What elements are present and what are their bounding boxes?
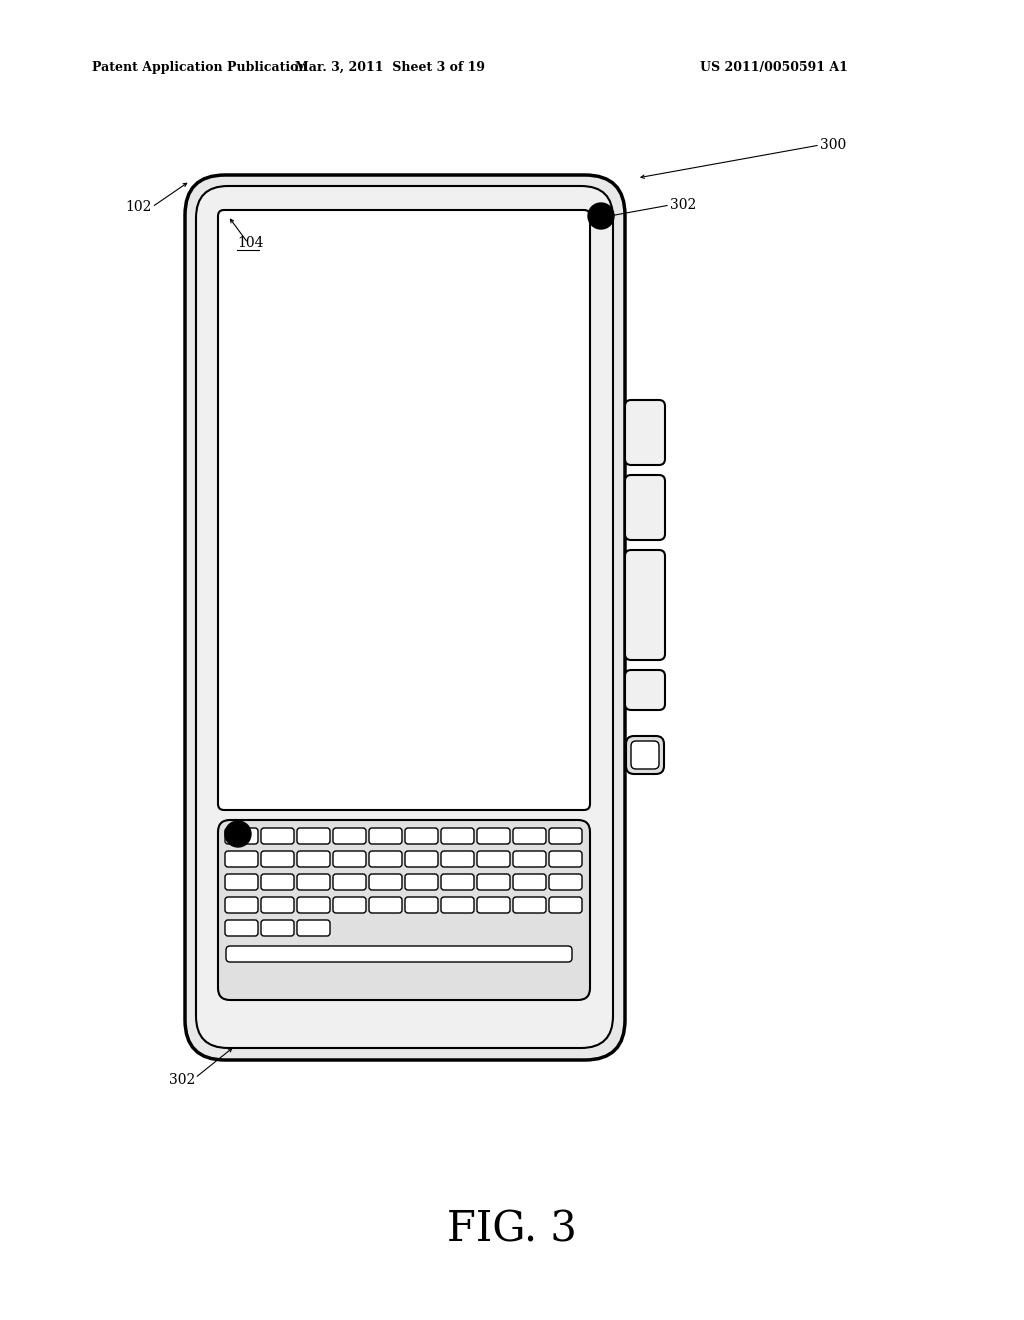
FancyBboxPatch shape xyxy=(333,851,366,867)
FancyBboxPatch shape xyxy=(297,898,330,913)
FancyBboxPatch shape xyxy=(513,898,546,913)
FancyBboxPatch shape xyxy=(333,874,366,890)
FancyBboxPatch shape xyxy=(549,874,582,890)
FancyBboxPatch shape xyxy=(196,186,613,1048)
FancyBboxPatch shape xyxy=(549,851,582,867)
FancyBboxPatch shape xyxy=(477,874,510,890)
FancyBboxPatch shape xyxy=(406,898,438,913)
FancyBboxPatch shape xyxy=(625,671,665,710)
Text: 300: 300 xyxy=(820,139,846,152)
FancyBboxPatch shape xyxy=(225,920,258,936)
FancyBboxPatch shape xyxy=(369,898,402,913)
Circle shape xyxy=(588,203,614,228)
FancyBboxPatch shape xyxy=(225,828,258,843)
FancyBboxPatch shape xyxy=(477,851,510,867)
FancyBboxPatch shape xyxy=(631,741,659,770)
FancyBboxPatch shape xyxy=(261,874,294,890)
FancyBboxPatch shape xyxy=(441,874,474,890)
FancyBboxPatch shape xyxy=(261,898,294,913)
FancyBboxPatch shape xyxy=(297,851,330,867)
Circle shape xyxy=(225,821,251,847)
FancyBboxPatch shape xyxy=(513,874,546,890)
Text: 104: 104 xyxy=(237,236,263,249)
FancyBboxPatch shape xyxy=(625,400,665,465)
FancyBboxPatch shape xyxy=(297,828,330,843)
FancyBboxPatch shape xyxy=(477,828,510,843)
Text: 302: 302 xyxy=(670,198,696,213)
FancyBboxPatch shape xyxy=(549,898,582,913)
FancyBboxPatch shape xyxy=(441,898,474,913)
FancyBboxPatch shape xyxy=(226,946,572,962)
FancyBboxPatch shape xyxy=(406,828,438,843)
FancyBboxPatch shape xyxy=(513,851,546,867)
Text: US 2011/0050591 A1: US 2011/0050591 A1 xyxy=(700,61,848,74)
FancyBboxPatch shape xyxy=(406,874,438,890)
FancyBboxPatch shape xyxy=(225,898,258,913)
FancyBboxPatch shape xyxy=(225,874,258,890)
FancyBboxPatch shape xyxy=(261,851,294,867)
FancyBboxPatch shape xyxy=(218,210,590,810)
FancyBboxPatch shape xyxy=(477,898,510,913)
FancyBboxPatch shape xyxy=(369,851,402,867)
FancyBboxPatch shape xyxy=(297,874,330,890)
FancyBboxPatch shape xyxy=(625,550,665,660)
FancyBboxPatch shape xyxy=(185,176,625,1060)
FancyBboxPatch shape xyxy=(406,851,438,867)
Text: Mar. 3, 2011  Sheet 3 of 19: Mar. 3, 2011 Sheet 3 of 19 xyxy=(295,61,485,74)
Text: 102: 102 xyxy=(126,201,152,214)
FancyBboxPatch shape xyxy=(225,851,258,867)
FancyBboxPatch shape xyxy=(625,475,665,540)
FancyBboxPatch shape xyxy=(441,828,474,843)
FancyBboxPatch shape xyxy=(261,828,294,843)
FancyBboxPatch shape xyxy=(333,828,366,843)
Text: FIG. 3: FIG. 3 xyxy=(447,1209,577,1251)
FancyBboxPatch shape xyxy=(626,737,664,774)
FancyBboxPatch shape xyxy=(297,920,330,936)
Text: 302: 302 xyxy=(169,1073,195,1086)
FancyBboxPatch shape xyxy=(369,828,402,843)
FancyBboxPatch shape xyxy=(549,828,582,843)
FancyBboxPatch shape xyxy=(441,851,474,867)
FancyBboxPatch shape xyxy=(513,828,546,843)
FancyBboxPatch shape xyxy=(261,920,294,936)
FancyBboxPatch shape xyxy=(218,820,590,1001)
FancyBboxPatch shape xyxy=(333,898,366,913)
FancyBboxPatch shape xyxy=(369,874,402,890)
Text: Patent Application Publication: Patent Application Publication xyxy=(92,61,307,74)
